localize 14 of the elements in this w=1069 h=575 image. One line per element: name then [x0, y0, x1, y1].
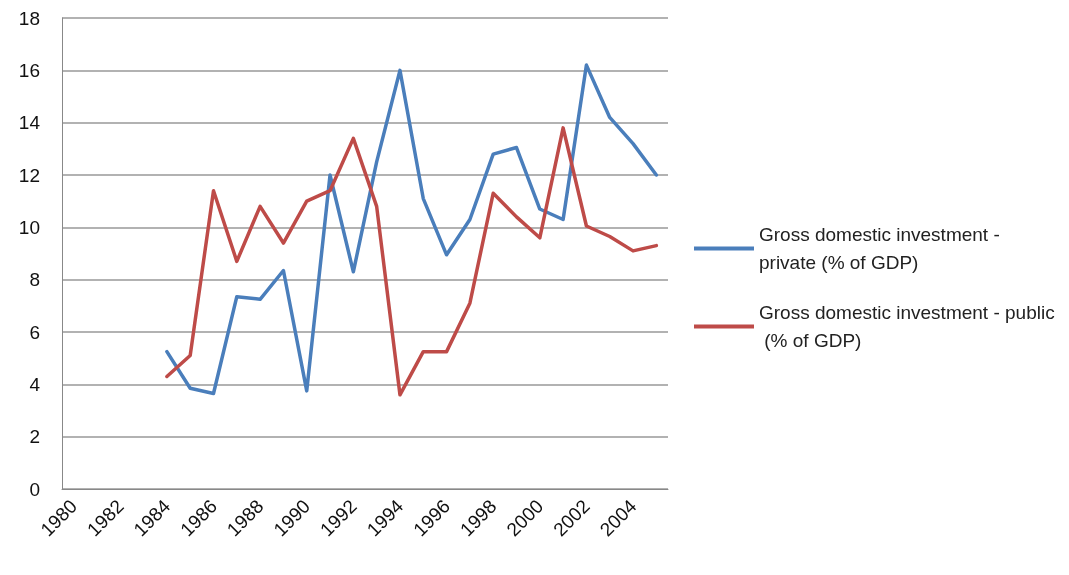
line-series — [165, 126, 659, 397]
y-tick-label: 0 — [29, 478, 40, 500]
y-tick-label: 14 — [18, 112, 41, 134]
y-tick-label: 8 — [29, 269, 40, 291]
y-tick-label: 4 — [29, 373, 41, 395]
y-tick-label: 18 — [18, 7, 40, 29]
y-tick-label: 12 — [18, 164, 40, 186]
y-tick-label: 16 — [18, 59, 40, 81]
y-tick-label: 2 — [29, 426, 40, 448]
y-tick-label: 6 — [29, 321, 40, 343]
line-series — [165, 63, 659, 396]
y-tick-label: 10 — [18, 216, 40, 238]
legend-label: Gross domestic investment - private (% of GDP) — [759, 224, 1006, 273]
legend-label: Gross domestic investment - public (% of GDP) — [759, 302, 1055, 351]
